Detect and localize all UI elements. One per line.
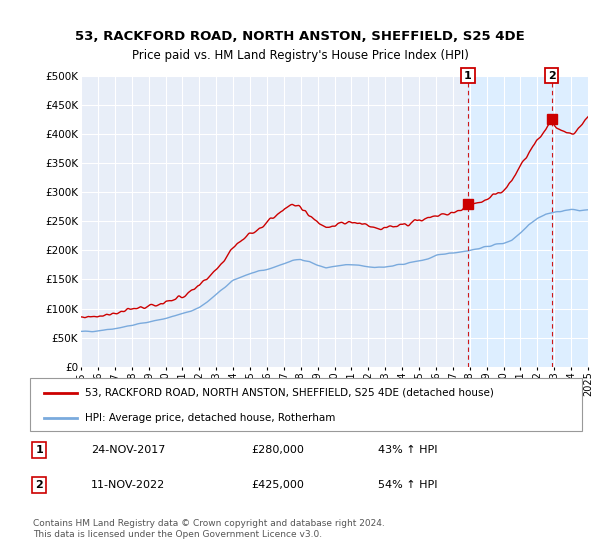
Text: 1: 1 (464, 71, 472, 81)
Text: 24-NOV-2017: 24-NOV-2017 (91, 445, 165, 455)
Text: 1: 1 (35, 445, 43, 455)
Text: 53, RACKFORD ROAD, NORTH ANSTON, SHEFFIELD, S25 4DE: 53, RACKFORD ROAD, NORTH ANSTON, SHEFFIE… (75, 30, 525, 43)
Text: Contains HM Land Registry data © Crown copyright and database right 2024.
This d: Contains HM Land Registry data © Crown c… (33, 520, 385, 539)
FancyBboxPatch shape (30, 378, 582, 431)
Bar (468, 76, 588, 367)
Text: HPI: Average price, detached house, Rotherham: HPI: Average price, detached house, Roth… (85, 413, 335, 423)
Text: £425,000: £425,000 (251, 480, 304, 490)
Text: Price paid vs. HM Land Registry's House Price Index (HPI): Price paid vs. HM Land Registry's House … (131, 49, 469, 63)
Text: 54% ↑ HPI: 54% ↑ HPI (378, 480, 437, 490)
Text: £280,000: £280,000 (251, 445, 304, 455)
Text: 2: 2 (35, 480, 43, 490)
Text: 53, RACKFORD ROAD, NORTH ANSTON, SHEFFIELD, S25 4DE (detached house): 53, RACKFORD ROAD, NORTH ANSTON, SHEFFIE… (85, 388, 494, 398)
Text: 2: 2 (548, 71, 556, 81)
Text: 43% ↑ HPI: 43% ↑ HPI (378, 445, 437, 455)
Text: 11-NOV-2022: 11-NOV-2022 (91, 480, 165, 490)
